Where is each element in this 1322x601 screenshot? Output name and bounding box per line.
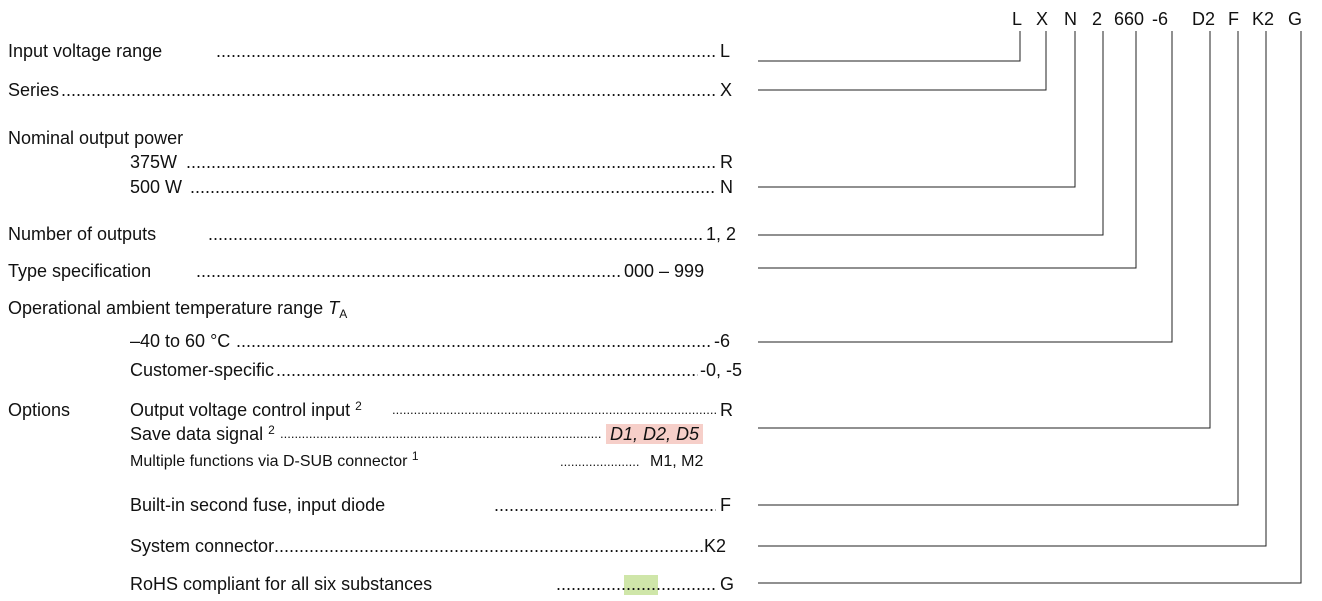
power-375-code: R	[720, 152, 733, 172]
dot-leader: ........................................…	[236, 331, 712, 351]
line-2	[758, 31, 1104, 236]
type-spec-code: 000 – 999	[624, 261, 705, 281]
dot-leader: ........................................…	[274, 536, 704, 556]
power-500-label: 500 W	[130, 177, 183, 197]
dot-leader: ........................................…	[61, 80, 716, 100]
code-D2: D2	[1192, 9, 1216, 29]
fuse-code: F	[720, 495, 731, 515]
line-G	[758, 31, 1302, 584]
code-N: N	[1064, 9, 1077, 29]
green-highlight	[624, 575, 658, 595]
num-outputs-label: Number of outputs	[8, 224, 157, 244]
dot-leader: ........................................…	[196, 261, 622, 281]
code-K2: K2	[1252, 9, 1275, 29]
save-data-code: D1, D2, D5	[606, 424, 704, 444]
code-F: F	[1228, 9, 1239, 29]
system-connector-code: K2	[704, 536, 727, 556]
dot-leader: ........................................…	[494, 495, 716, 515]
ambient-subscript: A	[339, 307, 348, 321]
line-K2	[758, 31, 1267, 547]
save-data-code-wrap: D1, D2, D5	[606, 423, 704, 445]
rohs-label: RoHS compliant for all six substances	[130, 574, 433, 594]
line-F	[758, 31, 1239, 506]
code-2: 2	[1092, 9, 1103, 29]
options-label: Options	[8, 400, 71, 420]
line-L	[758, 31, 1021, 62]
line-660	[758, 31, 1137, 269]
power-500-code: N	[720, 177, 733, 197]
dot-leader: ........................................…	[190, 177, 716, 197]
dot-leader: ........................................…	[216, 41, 716, 61]
ovci-footnote: 2	[355, 399, 362, 413]
line-D2	[758, 31, 1211, 429]
line-N	[758, 31, 1076, 188]
series-code: X	[720, 80, 733, 100]
input-voltage-code: L	[720, 41, 731, 61]
save-data-label: Save data signal 2	[130, 423, 275, 445]
code-L: L	[1012, 9, 1023, 29]
code-X: X	[1036, 9, 1049, 29]
multi-label: Multiple functions via D-SUB connector 1	[130, 449, 419, 473]
temp-range-label: –40 to 60 °C	[130, 331, 231, 351]
code-6: -6	[1152, 9, 1169, 29]
ovci-code: R	[720, 400, 733, 420]
customer-specific-label: Customer-specific	[130, 360, 275, 380]
ambient-temp-text: Operational ambient temperature range	[8, 298, 324, 318]
dot-leader: ........................................…	[208, 224, 704, 244]
multi-code: M1, M2	[650, 453, 704, 470]
ambient-symbol: T	[328, 298, 340, 318]
num-outputs-code: 1, 2	[706, 224, 737, 244]
save-data-text: Save data signal	[130, 424, 264, 444]
ovci-label: Output voltage control input 2	[130, 399, 362, 421]
system-connector-label: System connector	[130, 536, 275, 556]
type-spec-label: Type specification	[8, 261, 152, 281]
code-660: 660	[1114, 9, 1145, 29]
ambient-temp-label: Operational ambient temperature range TA	[8, 297, 348, 321]
dot-leader: ........................................…	[276, 360, 698, 380]
multi-text: Multiple functions via D-SUB connector	[130, 453, 408, 470]
save-data-footnote: 2	[268, 423, 275, 437]
dot-leader: ........................................…	[392, 402, 716, 417]
customer-specific-code: -0, -5	[700, 360, 743, 380]
dot-leader: ..................................	[556, 574, 716, 594]
fuse-label: Built-in second fuse, input diode	[130, 495, 386, 515]
rohs-code: G	[720, 574, 735, 594]
multi-footnote: 1	[411, 449, 419, 463]
input-voltage-label: Input voltage range	[8, 41, 163, 61]
series-label: Series	[8, 80, 60, 100]
temp-range-code: -6	[714, 331, 731, 351]
dot-leader: ...........................	[560, 454, 640, 469]
power-375-label: 375W	[130, 152, 178, 172]
code-G: G	[1288, 9, 1303, 29]
ovci-text: Output voltage control input	[130, 400, 351, 420]
dot-leader: ........................................…	[280, 426, 602, 441]
dot-leader: ........................................…	[186, 152, 716, 172]
line-X	[758, 31, 1047, 91]
line-6	[758, 31, 1173, 343]
nominal-output-label: Nominal output power	[8, 128, 184, 148]
